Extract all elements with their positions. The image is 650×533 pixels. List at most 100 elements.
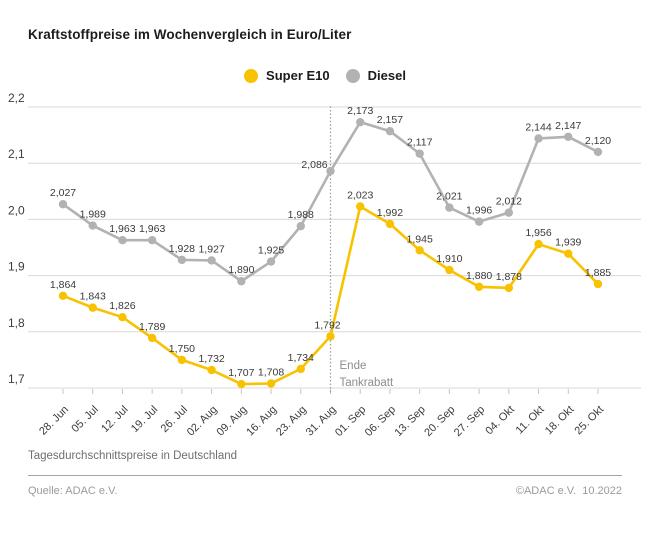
super-e10-point: [88, 303, 97, 312]
annotation-ende: Ende: [340, 360, 367, 372]
diesel-point: [445, 203, 454, 212]
super-e10-point: [474, 282, 484, 292]
diesel-point: [504, 208, 514, 217]
x-tick-label: 18. Okt: [543, 404, 577, 438]
diesel-value-label: 1,890: [228, 264, 254, 276]
diesel-point: [207, 256, 216, 265]
y-tick-label: 1,8: [8, 316, 25, 330]
y-tick-label: 1,9: [8, 260, 25, 274]
super-e10-point: [356, 202, 365, 211]
legend-label-diesel: Diesel: [367, 68, 406, 83]
super-e10-point: [564, 249, 573, 258]
diesel-swatch-icon: [345, 68, 360, 83]
super-e10-value-label: 1,945: [407, 233, 433, 245]
source-row: Quelle: ADAC e.V. ©ADAC e.V. 10.2022: [28, 485, 622, 497]
super-e10-value-label: 1,789: [139, 321, 165, 333]
super-e10-point: [326, 332, 335, 341]
x-tick-label: 20. Sep: [422, 404, 457, 439]
super-e10-value-label: 1,956: [525, 227, 551, 239]
diesel-value-label: 1,925: [258, 245, 284, 257]
legend-label-super-e10: Super E10: [266, 68, 330, 83]
super-e10-point: [207, 365, 216, 375]
x-tick-label: 27. Sep: [452, 404, 487, 439]
super-e10-swatch-icon: [244, 68, 259, 83]
super-e10-value-label: 1,792: [314, 319, 340, 331]
super-e10-value-label: 1,885: [585, 267, 611, 279]
diesel-value-label: 2,173: [347, 105, 373, 117]
x-tick-label: 16. Aug: [244, 404, 279, 439]
diesel-value-label: 2,147: [555, 120, 581, 132]
diesel-point: [385, 126, 395, 136]
super-e10-value-label: 1,707: [228, 367, 254, 379]
super-e10-point: [593, 279, 603, 289]
diesel-value-label: 2,012: [496, 196, 522, 208]
super-e10-point: [118, 312, 127, 322]
x-tick-label: 09. Aug: [215, 404, 250, 439]
super-e10-point: [445, 265, 454, 275]
x-tick-label: 23. Aug: [274, 404, 309, 439]
diesel-value-label: 2,027: [50, 187, 76, 199]
diesel-value-label: 2,021: [436, 191, 462, 203]
diesel-value-label: 1,963: [109, 223, 135, 235]
super-e10-value-label: 1,843: [80, 291, 106, 303]
diesel-point: [58, 200, 68, 209]
super-e10-point: [58, 291, 68, 301]
super-e10-value-label: 1,708: [258, 367, 284, 379]
chart-footnote: Tagesdurchschnittspreise in Deutschland: [28, 450, 238, 462]
x-tick-label: 12. Jul: [99, 404, 130, 435]
y-tick-label: 2,2: [8, 91, 25, 105]
chart-title: Kraftstoffpreise im Wochenvergleich in E…: [28, 27, 352, 42]
x-tick-label: 25. Okt: [573, 404, 607, 438]
super-e10-value-label: 1,992: [377, 207, 403, 219]
diesel-point: [296, 221, 305, 231]
super-e10-point: [504, 283, 514, 293]
diesel-point: [564, 132, 573, 141]
super-e10-point: [385, 219, 395, 229]
source-left: Quelle: ADAC e.V.: [28, 485, 118, 497]
diesel-point: [118, 235, 127, 245]
diesel-value-label: 1,989: [80, 209, 106, 221]
x-tick-label: 28. Jun: [37, 404, 71, 438]
diesel-point: [356, 117, 365, 127]
diesel-value-label: 2,117: [407, 137, 433, 149]
super-e10-point: [266, 379, 276, 388]
diesel-value-label: 1,988: [288, 209, 314, 221]
legend-item-super-e10: Super E10: [244, 68, 330, 83]
super-e10-value-label: 1,750: [169, 343, 195, 355]
x-tick-label: 11. Okt: [514, 404, 547, 437]
super-e10-value-label: 1,732: [198, 353, 224, 365]
source-right: ©ADAC e.V. 10.2022: [515, 485, 622, 497]
y-tick-label: 2,0: [8, 203, 25, 217]
diesel-value-label: 2,120: [585, 135, 611, 147]
super-e10-value-label: 1,939: [555, 237, 581, 249]
legend-item-diesel: Diesel: [345, 68, 406, 83]
super-e10-point: [296, 364, 305, 374]
diesel-value-label: 2,144: [525, 121, 551, 133]
x-tick-label: 13. Sep: [392, 404, 427, 439]
super-e10-point: [415, 246, 424, 255]
diesel-point: [88, 221, 97, 230]
super-e10-point: [534, 239, 543, 249]
x-tick-label: 06. Sep: [363, 404, 398, 439]
super-e10-point: [177, 355, 187, 365]
x-tick-label: 05. Jul: [69, 404, 100, 435]
super-e10-value-label: 1,826: [109, 300, 135, 312]
super-e10-value-label: 2,023: [347, 189, 373, 201]
diesel-point: [593, 147, 603, 157]
diesel-value-label: 2,086: [301, 159, 327, 171]
diesel-point: [147, 235, 157, 245]
diesel-point: [326, 166, 335, 176]
super-e10-point: [237, 379, 246, 389]
diesel-point: [534, 134, 543, 143]
legend: Super E10 Diesel: [0, 68, 650, 83]
diesel-point: [177, 255, 187, 265]
annotation-tankrabatt: Tankrabatt: [340, 377, 395, 389]
super-e10-point: [147, 333, 157, 343]
diesel-value-label: 1,928: [169, 243, 195, 255]
diesel-point: [474, 217, 484, 226]
diesel-value-label: 1,963: [139, 223, 165, 235]
diesel-value-label: 1,996: [466, 205, 492, 217]
diesel-value-label: 2,157: [377, 114, 403, 126]
